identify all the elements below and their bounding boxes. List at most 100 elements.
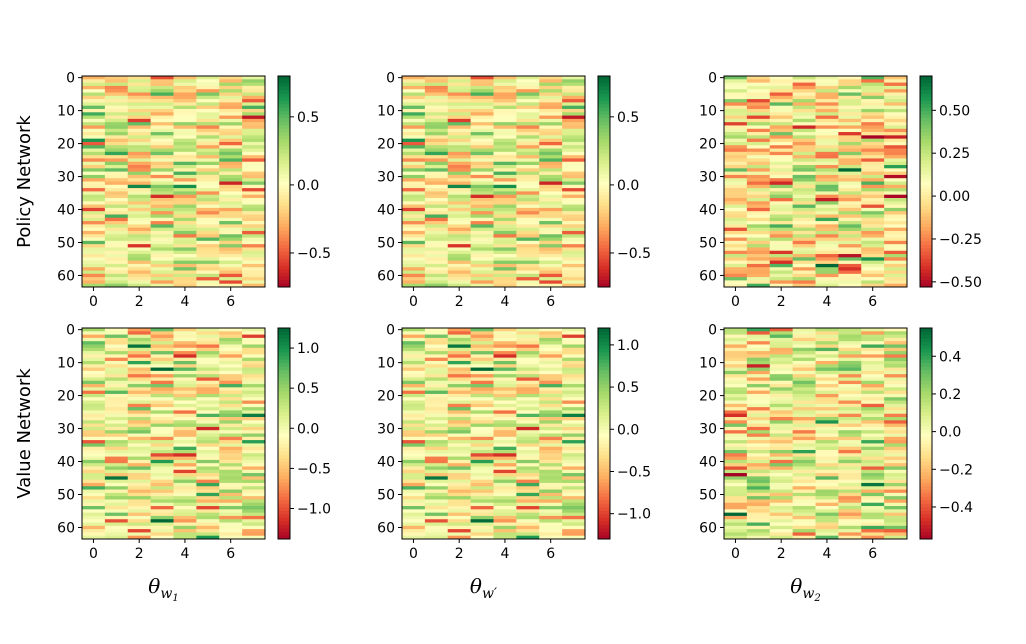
heatmap-cell xyxy=(838,397,862,401)
heatmap-cell xyxy=(746,482,771,487)
heatmap-cell xyxy=(746,532,771,537)
heatmap-cell xyxy=(196,211,220,215)
heatmap-cell xyxy=(470,115,494,120)
heatmap-cell xyxy=(447,413,472,418)
heatmap-cell xyxy=(861,122,885,126)
colorbar-segment xyxy=(920,475,932,480)
heatmap-cell xyxy=(447,380,472,385)
heatmap-cell xyxy=(104,390,129,395)
heatmap-cell xyxy=(884,367,908,372)
heatmap-cell xyxy=(562,217,586,222)
heatmap-cell xyxy=(815,112,839,116)
heatmap-cell xyxy=(861,118,885,123)
heatmap-cell xyxy=(746,132,771,136)
heatmap-cell xyxy=(82,260,106,265)
heatmap-cell xyxy=(838,221,862,225)
heatmap-cell xyxy=(104,115,129,120)
heatmap-cell xyxy=(539,466,563,471)
colorbar-segment xyxy=(920,472,932,477)
heatmap-cell xyxy=(424,347,449,352)
heatmap-cell xyxy=(424,250,449,255)
heatmap-cell xyxy=(447,407,472,411)
heatmap-cell xyxy=(861,423,885,428)
heatmap-cell xyxy=(242,240,266,245)
heatmap-cell xyxy=(562,453,586,457)
heatmap-cell xyxy=(127,367,152,372)
heatmap-cell xyxy=(562,377,586,382)
colorbar-segment xyxy=(278,86,290,91)
heatmap-cell xyxy=(470,519,494,523)
heatmap-cell xyxy=(539,440,563,444)
heatmap-cell xyxy=(769,247,794,252)
heatmap-cell xyxy=(150,476,174,481)
heatmap-cell xyxy=(815,344,839,349)
heatmap-cell xyxy=(815,529,839,533)
heatmap-cell xyxy=(470,92,494,97)
colorbar-segment xyxy=(598,500,610,505)
heatmap-cell xyxy=(402,138,426,143)
colorbar-segment xyxy=(920,387,932,392)
heatmap-cell xyxy=(242,105,266,110)
heatmap-cell xyxy=(127,459,152,464)
heatmap-cell xyxy=(173,341,197,345)
heatmap-cell xyxy=(724,515,748,520)
heatmap-cell xyxy=(447,250,472,255)
heatmap-cell xyxy=(861,141,885,146)
heatmap-cell xyxy=(219,337,243,342)
heatmap-cell xyxy=(104,161,129,166)
heatmap-cell xyxy=(242,174,266,179)
heatmap-cell xyxy=(769,489,794,494)
heatmap-cell xyxy=(838,165,862,169)
heatmap-cell xyxy=(470,417,494,421)
heatmap-cell xyxy=(127,512,152,517)
colorbar-segment xyxy=(278,160,290,165)
colorbar-segment xyxy=(598,97,610,102)
y-tick-label: 0 xyxy=(708,323,717,339)
heatmap-cell xyxy=(746,360,771,365)
heatmap-cell xyxy=(82,89,106,93)
heatmap-cell xyxy=(539,387,563,392)
heatmap-cell xyxy=(150,221,174,225)
heatmap-cell xyxy=(104,387,129,392)
heatmap-cell xyxy=(861,420,885,425)
heatmap-cell xyxy=(746,112,771,116)
heatmap-cell xyxy=(493,456,517,461)
heatmap-cell xyxy=(539,138,563,143)
heatmap-cell xyxy=(424,128,449,133)
heatmap-cell xyxy=(838,351,862,355)
heatmap-cell xyxy=(861,387,885,392)
heatmap-cell xyxy=(539,390,563,395)
heatmap-cell xyxy=(150,145,174,149)
heatmap-cell xyxy=(424,135,449,140)
colorbar-segment xyxy=(598,142,610,147)
heatmap-cell xyxy=(402,247,426,252)
heatmap-cell xyxy=(219,250,243,255)
heatmap-cell xyxy=(884,384,908,388)
heatmap-cell xyxy=(470,158,494,163)
heatmap-cell xyxy=(173,515,197,520)
heatmap-cell xyxy=(838,463,862,467)
heatmap-cell xyxy=(724,367,748,372)
heatmap-cell xyxy=(516,377,540,382)
heatmap-cell xyxy=(447,463,472,467)
heatmap-cell xyxy=(493,138,517,143)
heatmap-cell xyxy=(219,217,243,222)
heatmap-cell xyxy=(815,496,839,500)
heatmap-cell xyxy=(769,217,794,222)
heatmap-cell xyxy=(792,125,816,130)
heatmap-cell xyxy=(150,273,174,278)
heatmap-cell xyxy=(447,519,472,523)
heatmap-cell xyxy=(173,122,197,126)
heatmap-cell xyxy=(493,367,517,372)
heatmap-cell xyxy=(884,92,908,97)
heatmap-cell xyxy=(861,168,885,173)
heatmap-cell xyxy=(769,79,794,83)
heatmap-cell xyxy=(493,357,517,362)
heatmap-cell xyxy=(196,138,220,143)
heatmap-cell xyxy=(173,247,197,252)
heatmap-cell xyxy=(196,283,220,288)
colorbar-segment xyxy=(920,338,932,343)
heatmap-cell xyxy=(792,522,816,527)
heatmap-cell xyxy=(150,413,174,418)
colorbar-segment xyxy=(278,408,290,413)
